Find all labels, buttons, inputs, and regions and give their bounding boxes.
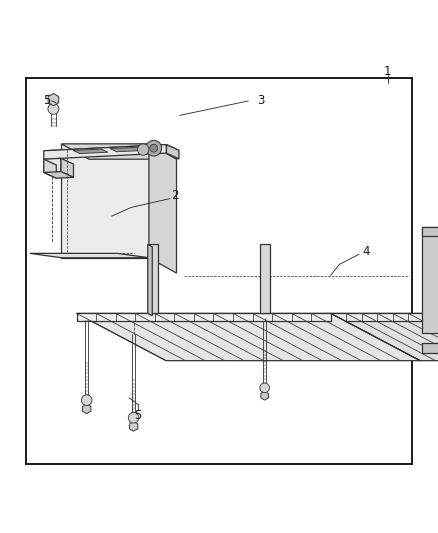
Polygon shape	[422, 227, 438, 237]
Polygon shape	[44, 159, 57, 178]
Circle shape	[138, 144, 149, 155]
Polygon shape	[61, 144, 177, 159]
Circle shape	[260, 383, 269, 393]
Text: 1: 1	[384, 65, 392, 78]
Text: 2: 2	[171, 189, 179, 202]
Polygon shape	[44, 172, 74, 178]
Polygon shape	[110, 147, 145, 152]
Polygon shape	[48, 93, 59, 106]
Circle shape	[128, 413, 139, 423]
Polygon shape	[148, 245, 152, 316]
Polygon shape	[331, 313, 438, 321]
Circle shape	[81, 395, 92, 406]
Polygon shape	[149, 144, 177, 273]
Circle shape	[146, 140, 162, 156]
Text: 4: 4	[362, 245, 370, 257]
Polygon shape	[77, 313, 420, 361]
Circle shape	[150, 144, 158, 152]
Polygon shape	[30, 253, 149, 258]
Polygon shape	[61, 158, 74, 177]
Polygon shape	[73, 149, 108, 154]
Polygon shape	[148, 245, 158, 313]
Polygon shape	[77, 313, 331, 321]
Polygon shape	[166, 144, 179, 159]
Polygon shape	[261, 391, 268, 400]
Text: 5: 5	[134, 409, 141, 422]
Polygon shape	[44, 158, 61, 173]
Text: 5: 5	[44, 94, 51, 108]
Polygon shape	[44, 153, 179, 165]
Polygon shape	[61, 144, 149, 258]
Polygon shape	[82, 404, 91, 414]
Circle shape	[48, 103, 59, 115]
Polygon shape	[422, 343, 438, 353]
Polygon shape	[129, 422, 138, 431]
Polygon shape	[422, 227, 438, 333]
Polygon shape	[44, 144, 166, 159]
Polygon shape	[331, 313, 438, 361]
Polygon shape	[260, 245, 270, 313]
Polygon shape	[44, 144, 179, 157]
Text: 3: 3	[257, 94, 264, 108]
